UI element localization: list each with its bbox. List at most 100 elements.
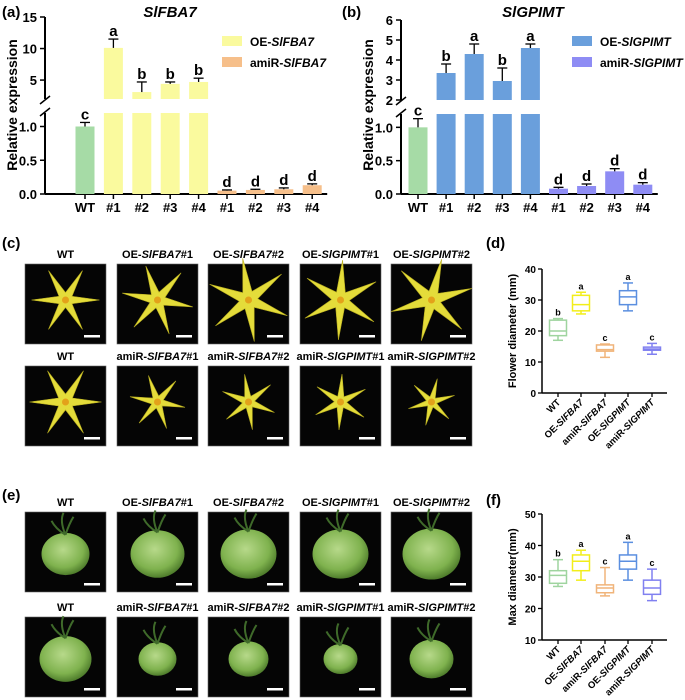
photo-label: amiR-SlGPIMT#1 bbox=[296, 351, 384, 363]
x-tick-label: #2 bbox=[467, 200, 481, 215]
bar bbox=[302, 185, 322, 194]
label-gene: SlFBA7 bbox=[238, 602, 278, 614]
y-tick-label: 10 bbox=[525, 636, 537, 647]
box bbox=[548, 319, 568, 337]
tomato-photo bbox=[299, 616, 382, 698]
flower-center bbox=[245, 398, 252, 406]
tomato-photo bbox=[24, 615, 107, 698]
label-suffix: #1 bbox=[186, 602, 198, 614]
label-prefix: OE- bbox=[122, 497, 142, 509]
label-prefix: WT bbox=[545, 397, 563, 415]
bar-lower-segment bbox=[103, 113, 123, 194]
x-tick-label: #1 bbox=[106, 200, 120, 215]
bar-lower-segment bbox=[160, 113, 180, 194]
box-plot bbox=[571, 549, 591, 581]
label-suffix: #2 bbox=[463, 602, 475, 614]
label-suffix: #2 bbox=[463, 351, 475, 363]
y-tick-label: 0 bbox=[530, 389, 536, 400]
bar bbox=[217, 190, 237, 194]
scale-bar bbox=[176, 335, 192, 338]
bar bbox=[75, 126, 95, 194]
scale-bar bbox=[359, 437, 375, 440]
tomato-stem bbox=[325, 509, 350, 533]
tomato-photo bbox=[116, 616, 199, 698]
chart-title: SlGPIMT bbox=[502, 4, 566, 21]
x-tick-label: #2 bbox=[579, 200, 593, 215]
legend-prefix: OE- bbox=[600, 35, 621, 49]
box bbox=[642, 579, 662, 596]
label-suffix: #2 bbox=[272, 497, 284, 509]
x-tick-label: #4 bbox=[523, 200, 538, 215]
flower-center bbox=[154, 398, 161, 406]
label-prefix: amiR- bbox=[117, 602, 148, 614]
legend-entry: amiR-SlFBA7 bbox=[250, 56, 327, 70]
significance-letter: b bbox=[166, 66, 175, 83]
tomato-stem bbox=[325, 622, 350, 647]
y-tick-label: 0.5 bbox=[375, 154, 393, 169]
label-prefix: amiR- bbox=[296, 351, 327, 363]
x-tick-label: #4 bbox=[636, 200, 651, 215]
bar-lower-segment bbox=[464, 114, 484, 194]
y-tick-label: 4 bbox=[386, 53, 394, 68]
y-tick-label: 5 bbox=[30, 73, 37, 88]
label-prefix: WT bbox=[57, 249, 74, 261]
y-tick-label: 0.5 bbox=[19, 153, 37, 168]
photo-label: amiR-SlFBA7#1 bbox=[117, 351, 199, 363]
label-suffix: #1 bbox=[181, 497, 193, 509]
box-plot bbox=[548, 317, 568, 342]
bar-lower-segment bbox=[132, 113, 152, 194]
panel-label-e: (e) bbox=[2, 487, 20, 504]
photo-label: WT bbox=[57, 497, 74, 509]
label-gene: SlGPIMT bbox=[413, 497, 460, 509]
bar bbox=[549, 188, 568, 194]
legend-entry: OE-SlGPIMT bbox=[600, 35, 672, 49]
flower-photo bbox=[207, 258, 290, 345]
tomato-photo bbox=[116, 509, 199, 593]
label-suffix: #1 bbox=[367, 497, 379, 509]
tomato-icon bbox=[39, 636, 92, 682]
tomato-photo bbox=[24, 511, 107, 593]
significance-letter: c bbox=[602, 557, 607, 567]
axis-break-mark bbox=[39, 107, 51, 117]
tomato-stem bbox=[416, 618, 441, 643]
photo-label: OE-SlGPIMT#2 bbox=[393, 497, 470, 509]
label-prefix: WT bbox=[545, 644, 563, 662]
box bbox=[595, 344, 615, 352]
scale-bar bbox=[359, 583, 375, 586]
significance-letter: c bbox=[649, 332, 654, 342]
significance-letter: b bbox=[498, 52, 507, 69]
y-tick-label: 1.0 bbox=[375, 120, 393, 135]
scale-bar bbox=[359, 335, 375, 338]
y-tick-label: 3 bbox=[386, 73, 393, 88]
photo-label: OE-SlGPIMT#2 bbox=[393, 249, 470, 261]
tomato-icon bbox=[228, 641, 269, 677]
label-prefix: amiR- bbox=[296, 602, 327, 614]
label-suffix: #1 bbox=[372, 602, 384, 614]
tomato-icon bbox=[323, 644, 358, 674]
tomato-icon bbox=[220, 529, 277, 579]
significance-letter: a bbox=[470, 28, 479, 45]
photo-label: OE-SlFBA7#1 bbox=[122, 249, 193, 261]
flower-center bbox=[428, 398, 435, 406]
panel-label-c: (c) bbox=[2, 235, 20, 252]
box bbox=[618, 289, 638, 306]
photo-label: OE-SlGPIMT#1 bbox=[302, 249, 379, 261]
significance-letter: c bbox=[649, 558, 654, 568]
significance-letter: d bbox=[582, 168, 591, 185]
label-gene: SlFBA7 bbox=[233, 249, 273, 261]
tomato-icon bbox=[41, 532, 90, 576]
y-axis-label: Relative expression bbox=[360, 39, 376, 171]
legend-prefix: OE- bbox=[250, 35, 271, 49]
box-plot bbox=[618, 282, 638, 312]
significance-letter: d bbox=[279, 172, 288, 189]
photo-label: OE-SlFBA7#2 bbox=[213, 497, 284, 509]
significance-letter: d bbox=[251, 173, 260, 190]
bar bbox=[245, 189, 265, 194]
legend-entry: amiR-SlGPIMT bbox=[600, 56, 684, 70]
x-tick-label: WT bbox=[408, 200, 428, 215]
label-prefix: WT bbox=[57, 351, 74, 363]
box-plot bbox=[595, 343, 615, 359]
tomato-photo bbox=[299, 509, 382, 593]
legend-entry: OE-SlFBA7 bbox=[250, 35, 315, 49]
box bbox=[571, 554, 591, 572]
